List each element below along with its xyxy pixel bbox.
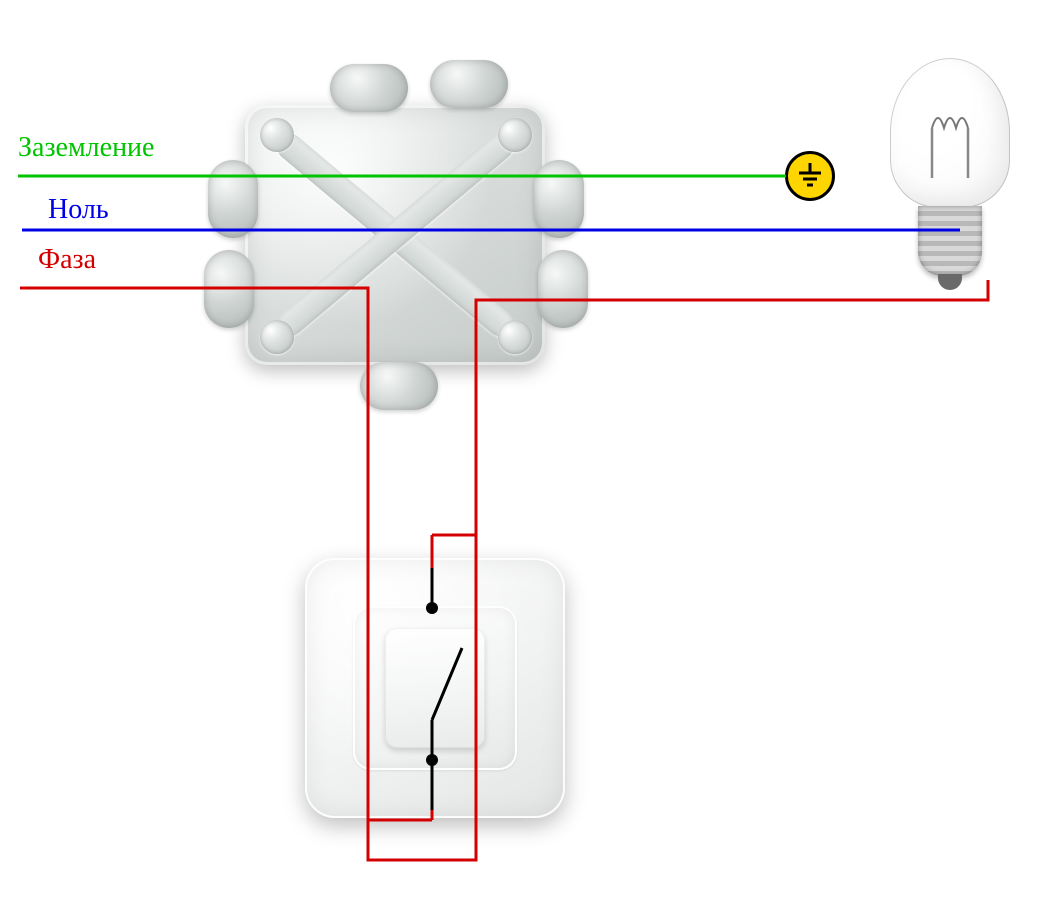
junction-box-port-left-icon <box>208 160 258 238</box>
lightbulb-glass-icon <box>890 58 1010 208</box>
wall-switch <box>305 558 565 818</box>
junction-box-port-top-icon <box>330 64 408 112</box>
label-neutral: Ноль <box>48 194 109 226</box>
ground-symbol-icon <box>785 151 835 201</box>
junction-box-port-bottom-icon <box>360 362 438 410</box>
switch-rocker[interactable] <box>385 628 485 748</box>
lightbulb-icon <box>880 58 1020 298</box>
junction-box-port-top-icon <box>430 60 508 108</box>
junction-box-screw-icon <box>498 118 532 152</box>
junction-box-screw-icon <box>260 118 294 152</box>
label-ground: Заземление <box>18 132 154 164</box>
label-phase: Фаза <box>38 244 96 276</box>
junction-box-port-left-icon <box>204 250 254 328</box>
lightbulb-tip-icon <box>938 274 962 290</box>
junction-box-screw-icon <box>498 320 532 354</box>
junction-box-port-right-icon <box>534 160 584 238</box>
junction-box-screw-icon <box>260 320 294 354</box>
lightbulb-base-icon <box>918 206 982 276</box>
junction-box-port-right-icon <box>538 250 588 328</box>
junction-box <box>210 70 580 400</box>
